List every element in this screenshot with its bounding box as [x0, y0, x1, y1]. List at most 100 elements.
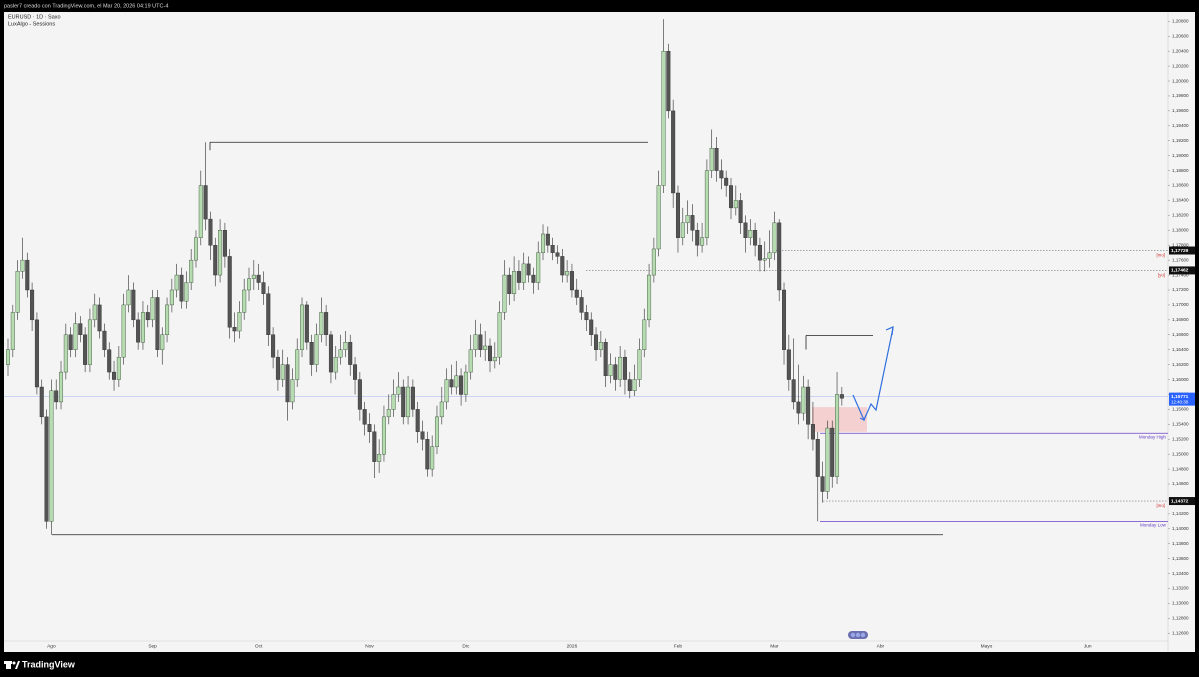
x-tick-label: Ago: [47, 643, 56, 649]
candle-body: [584, 312, 589, 321]
candle-body: [222, 230, 227, 257]
candle-body: [622, 356, 627, 380]
y-tick-label: 1,20000: [1172, 78, 1189, 83]
candle-body: [140, 312, 145, 343]
price-label: 1,15771: [1171, 394, 1189, 400]
candle-body: [44, 416, 49, 522]
candle-body: [396, 386, 401, 395]
candle-body: [830, 427, 835, 477]
candle-body: [526, 263, 531, 276]
price-label-box: [1169, 266, 1195, 275]
y-tick-label: 1,18200: [1172, 213, 1189, 218]
candle-body: [15, 271, 20, 313]
candle-body: [300, 304, 305, 350]
candle-body: [227, 256, 232, 328]
candle-body: [304, 304, 309, 343]
candle-body: [459, 375, 464, 395]
y-tick-label: 1,14200: [1172, 511, 1189, 516]
candle-body: [87, 319, 92, 365]
candle-body: [324, 312, 329, 335]
candle-body: [5, 349, 10, 365]
y-tick-label: 1,12800: [1172, 616, 1189, 621]
candle-body: [815, 439, 820, 477]
candle-body: [801, 386, 806, 414]
price-label: 1,17462: [1171, 268, 1189, 274]
candle-body: [246, 278, 251, 291]
candle-body: [59, 371, 64, 403]
y-tick-label: 1,20200: [1172, 63, 1189, 68]
candle-body: [357, 379, 362, 410]
candle-body: [733, 200, 738, 209]
countdown: 12:40:38: [1171, 399, 1189, 404]
y-tick-label: 1,15600: [1172, 407, 1189, 412]
candle-body: [463, 371, 468, 395]
candle-body: [444, 379, 449, 403]
price-tag: [mo]: [1156, 253, 1165, 258]
candle-body: [685, 215, 690, 224]
candle-body: [145, 312, 150, 321]
candle-body: [49, 390, 54, 522]
price-label-box: [1169, 246, 1195, 255]
price-label: 1,17729: [1171, 248, 1189, 254]
candle-body: [343, 342, 348, 350]
y-tick-label: 1,16800: [1172, 317, 1189, 322]
y-tick-label: 1,16200: [1172, 362, 1189, 367]
candle-body: [372, 431, 377, 462]
candle-body: [594, 334, 599, 350]
candle-body: [410, 386, 415, 410]
candle-body: [791, 379, 796, 403]
candle-body: [574, 289, 579, 298]
y-tick-label: 1,17200: [1172, 287, 1189, 292]
candle-body: [671, 110, 676, 194]
scroll-widget[interactable]: [848, 631, 868, 639]
candle-body: [73, 323, 78, 350]
candle-body: [10, 312, 15, 350]
candle-body: [757, 245, 762, 261]
candle-body: [377, 453, 382, 462]
candle-body: [434, 416, 439, 447]
candle-body: [806, 386, 811, 425]
candle-body: [661, 50, 666, 186]
candle-body: [738, 200, 743, 224]
candle-body: [714, 147, 719, 171]
y-tick-label: 1,19800: [1172, 93, 1189, 98]
brand-logo: [4, 661, 20, 669]
candle-body: [353, 364, 358, 380]
x-tick-label: Mayo: [981, 643, 993, 649]
candle-body: [333, 356, 338, 373]
price-tag: [yo]: [1158, 273, 1165, 278]
candle-body: [632, 379, 637, 391]
candle-body: [796, 401, 801, 414]
candle-body: [121, 304, 126, 358]
zone: [812, 407, 867, 432]
candle-body: [406, 386, 411, 418]
y-tick-label: 1,20400: [1172, 48, 1189, 53]
level-label: Monday Low: [1140, 523, 1167, 528]
candle-body: [782, 289, 787, 350]
candle-body: [160, 334, 165, 350]
candle-body: [550, 245, 555, 253]
candle-body: [319, 312, 324, 335]
price-label-box: [1169, 497, 1195, 506]
candle-body: [165, 304, 170, 335]
candle-body: [695, 230, 700, 246]
arrow-head: [859, 414, 867, 421]
price-tag: [mo]: [1156, 503, 1165, 508]
candle-body: [748, 230, 753, 238]
candle-body: [512, 271, 517, 294]
x-tick-label: 2026: [567, 643, 578, 649]
candle-body: [20, 259, 25, 272]
y-tick-label: 1,19000: [1172, 153, 1189, 158]
candle-body: [218, 230, 223, 276]
candle-body: [483, 345, 488, 350]
candle-body: [280, 364, 285, 380]
y-tick-label: 1,16000: [1172, 377, 1189, 382]
candle-body: [68, 334, 73, 350]
candle-body: [642, 319, 647, 350]
price-label: 1,14372: [1171, 498, 1189, 504]
y-tick-label: 1,12600: [1172, 631, 1189, 636]
projection-arrow: [852, 327, 894, 422]
candle-body: [651, 248, 656, 276]
candle-body: [136, 319, 141, 343]
